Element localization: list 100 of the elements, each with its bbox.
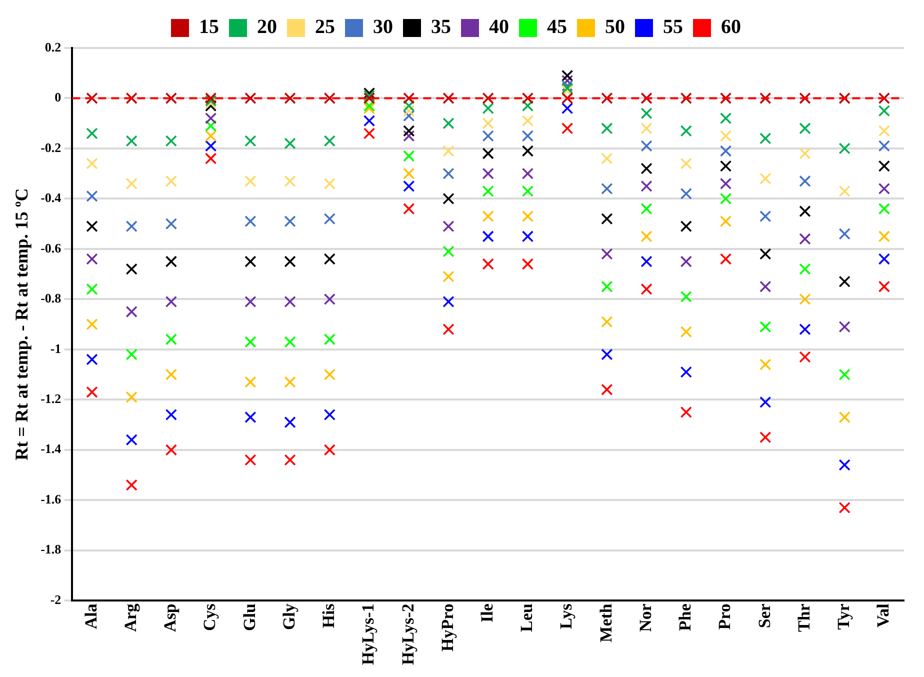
point	[878, 104, 890, 117]
point	[640, 283, 652, 295]
x-tick-label: Tyr	[834, 603, 853, 630]
point	[720, 215, 732, 228]
point	[561, 80, 574, 92]
point	[482, 92, 494, 104]
point	[482, 148, 494, 160]
point	[838, 459, 850, 471]
point	[838, 320, 850, 333]
point	[244, 256, 256, 268]
point	[482, 230, 494, 242]
point	[284, 175, 296, 187]
point	[680, 220, 692, 232]
point	[601, 182, 613, 195]
point	[165, 218, 178, 230]
point	[403, 100, 415, 112]
point	[838, 502, 850, 514]
legend-label: 25	[315, 16, 335, 38]
x-tick-label: Lys	[556, 603, 576, 630]
point	[86, 318, 98, 330]
y-tick-label: -0.4	[40, 190, 62, 206]
point	[324, 293, 336, 306]
point	[680, 92, 692, 104]
point	[244, 215, 256, 228]
point	[838, 142, 850, 154]
point	[442, 220, 454, 232]
point	[522, 230, 534, 242]
point	[204, 100, 217, 112]
point	[561, 92, 574, 104]
point	[403, 150, 415, 162]
point	[760, 396, 772, 408]
point	[126, 220, 138, 232]
x-tick-label: HyPro	[438, 604, 457, 652]
point	[126, 263, 138, 275]
legend-label: 15	[199, 16, 219, 38]
point	[640, 162, 652, 174]
x-tick-label: Phe	[676, 603, 695, 631]
point	[720, 192, 732, 205]
point	[720, 253, 732, 265]
point	[86, 253, 98, 265]
point	[442, 145, 454, 157]
point	[165, 408, 178, 421]
point	[284, 256, 296, 268]
point	[760, 172, 772, 184]
point	[640, 92, 652, 104]
point	[838, 276, 850, 288]
point	[204, 120, 217, 132]
legend-label: 55	[663, 16, 683, 38]
point	[640, 107, 652, 120]
point	[720, 160, 732, 172]
point	[680, 326, 692, 338]
point	[561, 122, 574, 134]
point	[324, 212, 336, 225]
point	[86, 354, 98, 366]
point	[878, 92, 890, 104]
point	[403, 202, 415, 215]
x-tick-label: Ser	[754, 603, 774, 628]
point	[324, 334, 336, 346]
point	[324, 135, 336, 147]
point	[640, 230, 652, 242]
point	[244, 135, 256, 147]
point	[165, 92, 178, 104]
point	[165, 444, 178, 456]
point	[838, 411, 850, 424]
point	[442, 270, 454, 282]
point	[640, 140, 652, 152]
point	[126, 479, 138, 491]
point	[165, 135, 178, 147]
y-tick-label: -0.8	[40, 290, 62, 306]
point	[244, 336, 256, 348]
point	[126, 92, 138, 104]
point	[284, 454, 296, 466]
point	[482, 258, 494, 270]
point	[878, 182, 890, 195]
point	[482, 210, 494, 222]
legend-label: 30	[373, 16, 393, 38]
point	[442, 168, 454, 180]
point	[284, 138, 296, 150]
point	[442, 118, 454, 130]
point	[760, 431, 772, 444]
point	[86, 92, 98, 104]
point	[601, 384, 613, 396]
point	[640, 202, 652, 215]
point	[482, 130, 494, 142]
legend-label: 40	[489, 16, 509, 38]
point	[680, 256, 692, 268]
x-tick-label: HyLys-2	[398, 604, 418, 666]
point	[760, 320, 772, 333]
point	[878, 280, 890, 292]
point	[363, 114, 376, 127]
point	[838, 92, 850, 104]
point	[760, 210, 772, 222]
point	[640, 256, 652, 268]
legend-label: 60	[721, 16, 741, 38]
point	[126, 348, 138, 360]
point	[86, 386, 98, 398]
point	[522, 168, 534, 180]
x-tick-label: Ala	[81, 603, 100, 630]
point	[680, 290, 692, 303]
point	[442, 192, 454, 205]
